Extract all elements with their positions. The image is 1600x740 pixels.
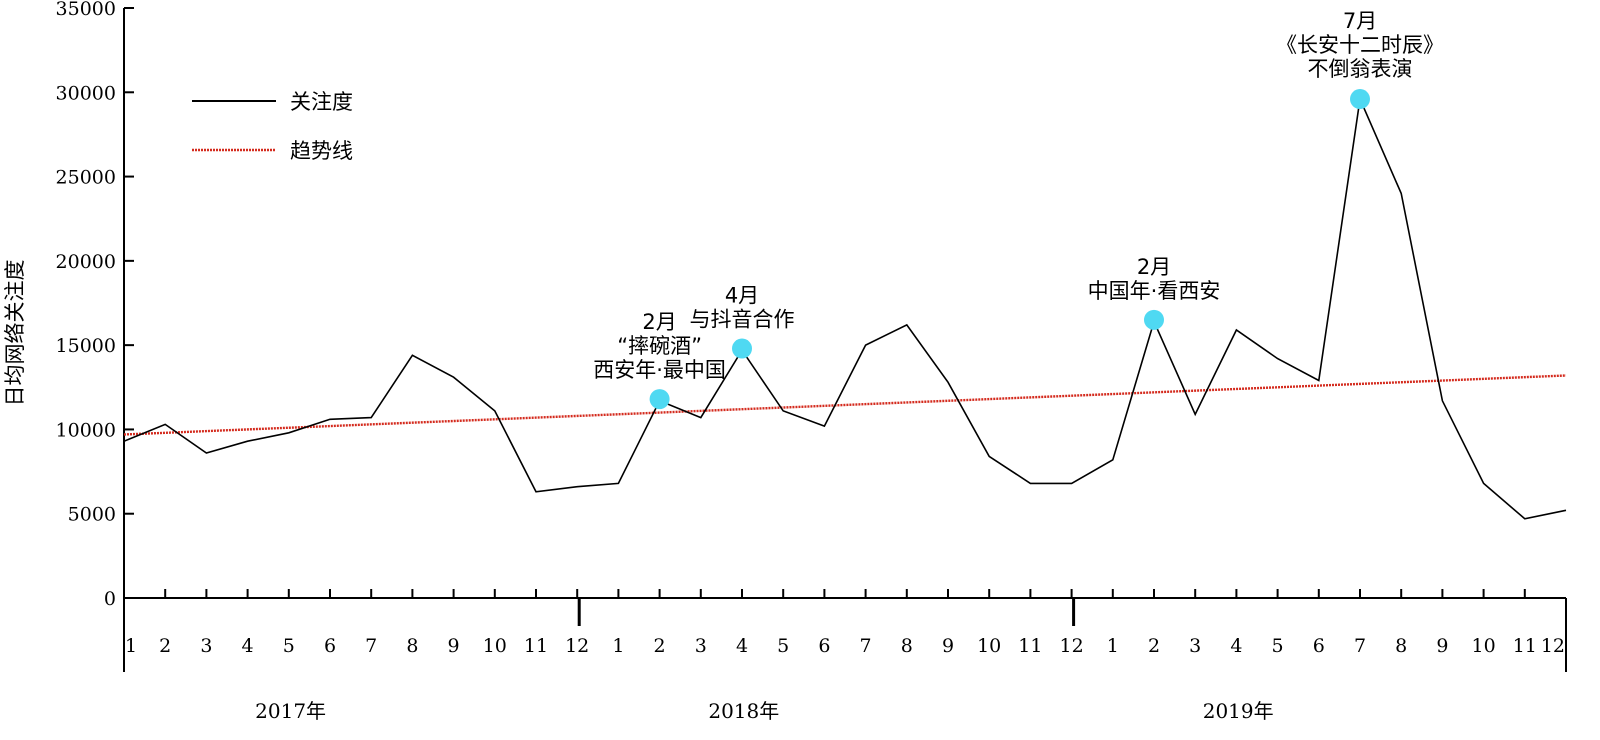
x-tick-label: 4: [242, 635, 254, 657]
series-line-attention: [123, 96, 1567, 520]
year-label: 2017年: [255, 699, 326, 723]
annotation-label: 西安年·最中国: [593, 358, 726, 382]
x-tick-label: 9: [1436, 635, 1448, 657]
x-tick-label: 1: [1107, 635, 1119, 657]
x-tick-label: 1: [612, 635, 624, 657]
trend-line: [123, 374, 1567, 436]
x-tick-label: 12: [1541, 635, 1565, 657]
x-tick-label: 10: [1472, 635, 1496, 657]
annotation-label: 中国年·看西安: [1088, 279, 1221, 303]
x-tick-label: 12: [565, 635, 589, 657]
x-tick-label: 5: [1272, 635, 1284, 657]
y-tick-label: 20000: [56, 251, 116, 273]
x-tick-label: 7: [860, 635, 872, 657]
x-tick-label: 11: [1018, 635, 1042, 657]
x-tick-label: 2: [654, 635, 666, 657]
year-label: 2018年: [708, 699, 779, 723]
x-tick-label: 2: [1148, 635, 1160, 657]
x-tick-label: 1: [125, 635, 137, 657]
x-tick-label: 10: [977, 635, 1001, 657]
x-tick-label: 6: [818, 635, 830, 657]
x-tick-label: 12: [1060, 635, 1084, 657]
x-tick-label: 4: [1230, 635, 1242, 657]
x-tick-label: 8: [1395, 635, 1407, 657]
x-tick-label: 11: [1513, 635, 1537, 657]
y-tick-label: 30000: [56, 82, 116, 104]
x-tick-label: 6: [1313, 635, 1325, 657]
y-tick-label: 25000: [56, 167, 116, 189]
y-tick-label: 35000: [56, 0, 116, 20]
x-tick-label: 6: [324, 635, 336, 657]
y-axis-title: 日均网络关注度: [3, 260, 27, 407]
x-tick-label: 8: [901, 635, 913, 657]
legend-label-attention: 关注度: [290, 90, 353, 114]
annotation-marker: [649, 389, 670, 410]
y-tick-label: 10000: [56, 419, 116, 441]
x-tick-label: 7: [1354, 635, 1366, 657]
annotation-label: 4月: [725, 284, 759, 308]
year-label: 2019年: [1203, 699, 1274, 723]
y-tick-label: 5000: [68, 504, 116, 526]
x-tick-label: 10: [483, 635, 507, 657]
annotation-label: 2月: [1137, 255, 1171, 279]
annotation-marker: [1350, 89, 1370, 110]
annotation-label: 《长安十二时辰》: [1276, 33, 1444, 57]
x-tick-label: 5: [777, 635, 789, 657]
annotation-label: 7月: [1343, 9, 1377, 33]
legend-label-trend: 趋势线: [290, 139, 353, 163]
x-tick-label: 8: [406, 635, 418, 657]
annotation-label: 与抖音合作: [690, 308, 795, 332]
x-tick-label: 3: [695, 635, 707, 657]
annotation-labels: 2月“摔碗酒”西安年·最中国4月与抖音合作2月中国年·看西安7月《长安十二时辰》…: [593, 9, 1444, 382]
x-tick-label: 11: [524, 635, 548, 657]
x-tick-label: 9: [942, 635, 954, 657]
annotation-label: 2月: [642, 310, 676, 334]
x-tick-label: 3: [1189, 635, 1201, 657]
annotation-label: 不倒翁表演: [1308, 57, 1413, 81]
x-tick-label: 4: [736, 635, 748, 657]
x-tick-label: 7: [365, 635, 377, 657]
x-tick-label: 3: [200, 635, 212, 657]
y-tick-label: 15000: [56, 335, 116, 357]
annotation-marker: [1144, 309, 1164, 330]
trend-line-layer: [123, 374, 1567, 436]
series-layer: [123, 96, 1567, 520]
annotation-markers: [649, 89, 1370, 410]
annotation-label: “摔碗酒”: [617, 334, 702, 358]
x-tick-label: 5: [283, 635, 295, 657]
y-tick-label: 0: [104, 588, 116, 610]
annotation-marker: [732, 338, 752, 359]
x-tick-label: 2: [159, 635, 171, 657]
x-tick-label: 9: [448, 635, 460, 657]
